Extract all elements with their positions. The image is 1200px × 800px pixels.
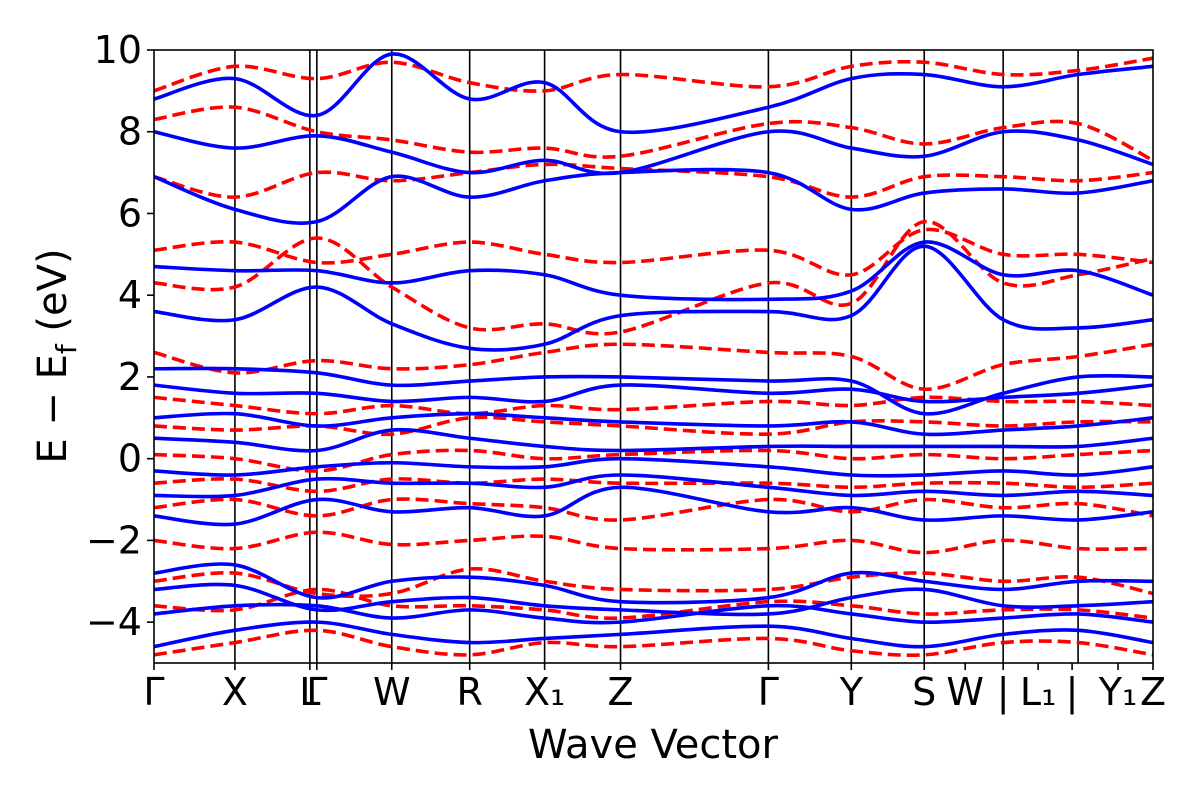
band-lines — [154, 52, 1153, 657]
high-symmetry-separators — [234, 50, 1079, 663]
x-tick-label-15: Y₁ — [1098, 670, 1137, 714]
y-tick-label-1: −2 — [86, 518, 142, 562]
dashed-band-0 — [154, 628, 1153, 657]
solid-band-1 — [154, 602, 1153, 625]
y-tick-label-4: 4 — [118, 273, 142, 317]
x-axis-label: Wave Vector — [528, 722, 779, 768]
solid-band-9 — [154, 383, 1153, 404]
x-tick-label-5: R — [456, 670, 482, 714]
x-tick-label-11: W — [946, 670, 984, 714]
dashed-band-12 — [154, 162, 1153, 199]
dashed-band-5 — [154, 477, 1153, 494]
solid-band-14 — [154, 129, 1153, 176]
y-tick-label-5: 6 — [118, 191, 142, 235]
y-axis-label: E − Ef (eV) — [30, 248, 83, 463]
dashed-band-11 — [154, 227, 1153, 277]
x-tick-label-10: S — [912, 670, 936, 714]
x-tick-label-13: L₁ — [1020, 670, 1056, 714]
x-tick-label-0: Γ — [143, 670, 164, 714]
solid-band-2 — [154, 582, 1153, 617]
solid-band-12 — [154, 240, 1153, 302]
dashed-band-1 — [154, 587, 1153, 620]
y-tick-label-3: 2 — [118, 355, 142, 399]
x-tick-label-6: X₁ — [524, 670, 565, 714]
dashed-band-2 — [154, 566, 1153, 599]
solid-band-0 — [154, 620, 1153, 649]
solid-band-11 — [154, 244, 1153, 352]
dashed-band-10 — [154, 219, 1153, 336]
x-tick-label-7: Z — [608, 670, 634, 714]
x-tick-label-4: W — [373, 670, 411, 714]
x-tick-label-16: Z — [1140, 670, 1166, 714]
solid-band-10 — [154, 366, 1153, 416]
plot-background — [154, 50, 1153, 663]
solid-band-15 — [154, 52, 1153, 135]
x-tick-label-2: L — [299, 670, 320, 714]
y-tick-label-6: 8 — [118, 110, 142, 154]
dashed-band-8 — [154, 395, 1153, 416]
x-tick-label-8: Γ — [758, 670, 779, 714]
x-tick-label-1: X — [222, 670, 248, 714]
dashed-band-3 — [154, 530, 1153, 555]
solid-band-3 — [154, 562, 1153, 605]
x-tick-label-3: Γ — [306, 670, 327, 714]
series-solid — [154, 52, 1153, 649]
x-tick-label-14: | — [1066, 670, 1079, 715]
dashed-band-13 — [154, 105, 1153, 162]
y-tick-label-7: 10 — [94, 28, 142, 72]
x-tick-label-9: Y — [839, 670, 864, 714]
x-axis-ticks: Γ X LΓ W R X₁ Z Γ Y S W | L₁ | Y₁ Z — [143, 663, 1166, 715]
solid-band-5 — [154, 473, 1153, 499]
plot-frame — [153, 49, 1154, 664]
x-tick-label-12: | — [997, 670, 1010, 715]
series-dashed — [154, 56, 1153, 657]
dashed-band-9 — [154, 342, 1153, 391]
y-axis-ticks: −4 −2 0 2 4 6 8 10 — [86, 28, 154, 644]
solid-band-4 — [154, 485, 1153, 527]
y-tick-label-2: 0 — [118, 437, 142, 481]
solid-band-6 — [154, 456, 1153, 478]
dashed-band-6 — [154, 448, 1153, 473]
dashed-band-4 — [154, 497, 1153, 522]
dashed-band-14 — [154, 56, 1153, 93]
y-tick-label-0: −4 — [86, 600, 142, 644]
solid-band-8 — [154, 411, 1153, 437]
solid-band-7 — [154, 427, 1153, 453]
